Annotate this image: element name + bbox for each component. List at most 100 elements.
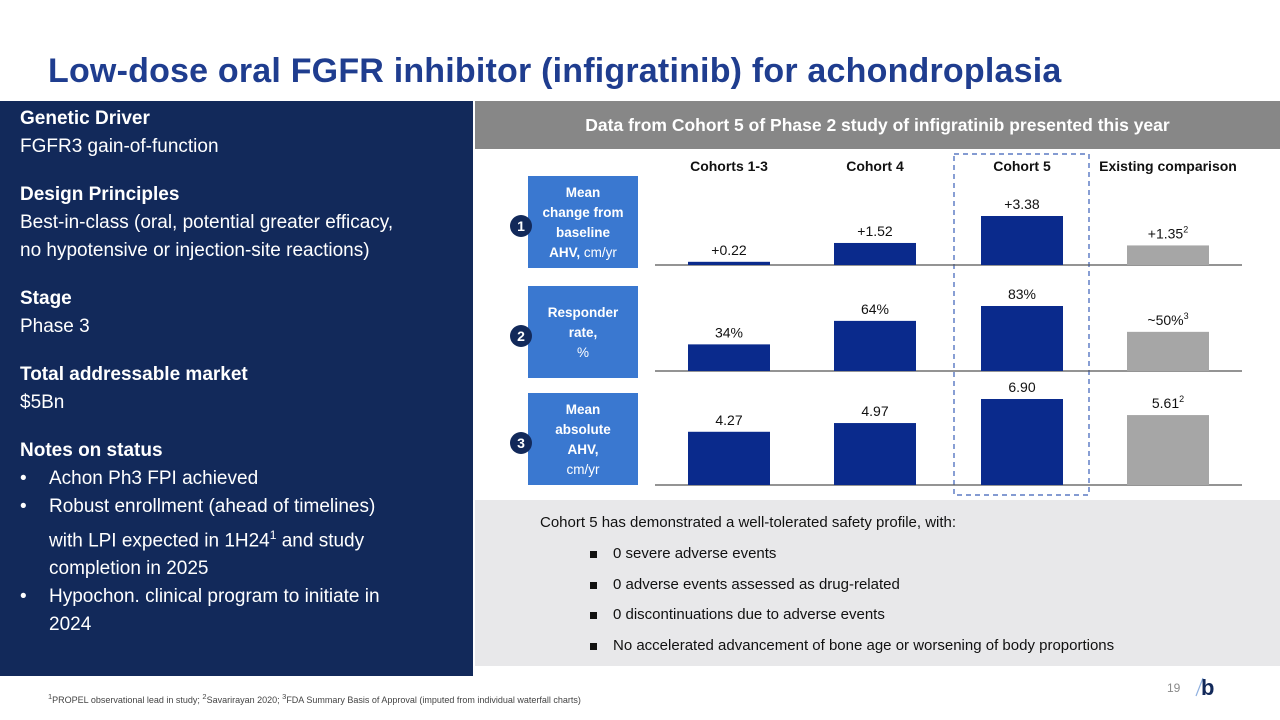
bar: [1127, 245, 1209, 265]
data-label: 83%: [1008, 286, 1036, 302]
page-title: Low-dose oral FGFR inhibitor (infigratin…: [48, 52, 1062, 90]
bar: [688, 344, 770, 371]
footnote-marker: 2: [202, 692, 207, 701]
safety-item: 0 severe adverse events: [590, 545, 1114, 576]
bar: [688, 261, 770, 265]
footnote-marker: 1: [269, 528, 277, 542]
bar: [834, 423, 916, 485]
bullet: •: [20, 496, 27, 517]
footnote: 1PROPEL observational lead in study; 2Sa…: [48, 692, 581, 705]
metric-label: rate,: [569, 325, 598, 340]
notes-text: and study: [276, 530, 365, 552]
column-header: Cohort 4: [846, 158, 904, 174]
metric-label: change from: [542, 205, 623, 220]
notes-item: • Hypochon. clinical program to initiate …: [20, 583, 453, 639]
design-principles-section: Design Principles Best-in-class (oral, p…: [20, 181, 453, 265]
genetic-driver-section: Genetic Driver FGFR3 gain-of-function: [20, 105, 453, 161]
market-value: $5Bn: [20, 392, 65, 413]
design-principles-line: Best-in-class (oral, potential greater e…: [20, 212, 394, 233]
number-badge-label: 2: [517, 328, 525, 344]
safety-item-text: 0 adverse events assessed as drug-relate…: [613, 575, 900, 593]
bar: [834, 242, 916, 265]
notes-item: • Achon Ph3 FPI achieved: [20, 465, 453, 493]
number-badge-icon: [510, 432, 532, 454]
safety-panel: Cohort 5 has demonstrated a well-tolerat…: [475, 500, 1280, 666]
bullet: •: [20, 468, 27, 489]
square-bullet-icon: [590, 612, 597, 619]
safety-intro: Cohort 5 has demonstrated a well-tolerat…: [540, 514, 957, 531]
metric-label: baseline: [556, 225, 611, 240]
square-bullet-icon: [590, 551, 597, 558]
notes-section: Notes on status • Achon Ph3 FPI achieved …: [20, 437, 453, 639]
design-principles-line: no hypotensive or injection-site reactio…: [20, 240, 370, 261]
square-bullet-icon: [590, 642, 597, 650]
notes-text: 2024: [49, 614, 92, 636]
stage-value: Phase 3: [20, 316, 90, 337]
metric-label: Responder: [548, 305, 619, 320]
notes-text: Robust enrollment (ahead of timelines): [49, 496, 376, 517]
genetic-driver-value: FGFR3 gain-of-function: [20, 136, 219, 157]
metric-label: Mean: [566, 402, 601, 417]
number-badge-label: 3: [517, 435, 525, 451]
data-label: +1.52: [857, 223, 893, 239]
notes-list: • Achon Ph3 FPI achieved • Robust enrollme…: [20, 465, 453, 639]
data-label: 64%: [861, 301, 889, 317]
footnote-marker: 3: [282, 692, 287, 701]
data-label: 6.90: [1008, 379, 1035, 395]
design-principles-heading: Design Principles: [20, 184, 180, 205]
stage-heading: Stage: [20, 288, 72, 309]
chart-header-text: Data from Cohort 5 of Phase 2 study of i…: [585, 114, 1170, 135]
metric-label: AHV,: [567, 442, 598, 457]
bar: [1127, 331, 1209, 371]
notes-text: Achon Ph3 FPI achieved: [49, 468, 259, 489]
market-section: Total addressable market $5Bn: [20, 361, 453, 417]
genetic-driver-heading: Genetic Driver: [20, 108, 150, 129]
bar: [834, 320, 916, 371]
safety-item: 0 adverse events assessed as drug-relate…: [590, 576, 1114, 607]
column-header: Existing comparison: [1099, 158, 1237, 174]
notes-item: • Robust enrollment (ahead of timelines) w…: [20, 493, 453, 583]
number-badge-label: 1: [517, 218, 525, 234]
bar: [981, 216, 1063, 265]
column-header: Cohorts 1-3: [690, 158, 768, 174]
footnote-text: Savarirayan 2020;: [206, 695, 283, 705]
footnote-marker: 1: [48, 692, 53, 701]
metric-label-box: [528, 176, 638, 268]
page-number: 19: [1167, 681, 1181, 695]
metric-label: AHV, cm/yr: [549, 245, 617, 260]
stage-section: Stage Phase 3: [20, 285, 453, 341]
bar: [688, 431, 770, 485]
bullet: •: [20, 586, 27, 608]
square-bullet-icon: [590, 581, 597, 589]
bar: [981, 306, 1063, 371]
data-label: ~50%3: [1147, 311, 1188, 328]
chart-header-band: Data from Cohort 5 of Phase 2 study of i…: [475, 101, 1280, 149]
number-badge-icon: [510, 325, 532, 347]
metric-label: cm/yr: [567, 462, 600, 477]
safety-item: No accelerated advancement of bone age o…: [590, 637, 1114, 668]
data-label: 34%: [715, 324, 743, 340]
data-label: 4.97: [861, 403, 888, 419]
infigratinib-results-chart: Cohorts 1-3 Cohort 4 Cohort 5 Existing comp…: [510, 153, 1242, 496]
data-label: +1.352: [1148, 224, 1188, 241]
market-heading: Total addressable market: [20, 364, 248, 385]
safety-item-text: 0 discontinuations due to adverse events: [613, 606, 885, 623]
summary-panel: Genetic Driver FGFR3 gain-of-function De…: [0, 101, 473, 676]
footnote-text: FDA Summary Basis of Approval (imputed f…: [286, 695, 581, 705]
data-label: +0.22: [711, 242, 747, 258]
number-badge-icon: [510, 215, 532, 237]
metric-label-box: [528, 286, 638, 378]
metric-label: absolute: [555, 422, 611, 437]
metric-label-box: [528, 393, 638, 485]
bar: [981, 399, 1063, 485]
notes-text: Hypochon. clinical program to initiate i…: [49, 586, 380, 608]
footnote-text: PROPEL observational lead in study;: [52, 695, 203, 705]
notes-text: with LPI expected in 1H24: [49, 530, 270, 552]
safety-item-text: No accelerated advancement of bone age o…: [613, 636, 1115, 654]
logo-letter: b: [1201, 675, 1214, 700]
metric-label: %: [577, 345, 589, 360]
safety-list: 0 severe adverse events 0 adverse events…: [590, 545, 1114, 667]
cohort-5-highlight-box: [953, 153, 1090, 496]
data-label: 4.27: [715, 412, 742, 428]
metric-label: Mean: [566, 185, 601, 200]
